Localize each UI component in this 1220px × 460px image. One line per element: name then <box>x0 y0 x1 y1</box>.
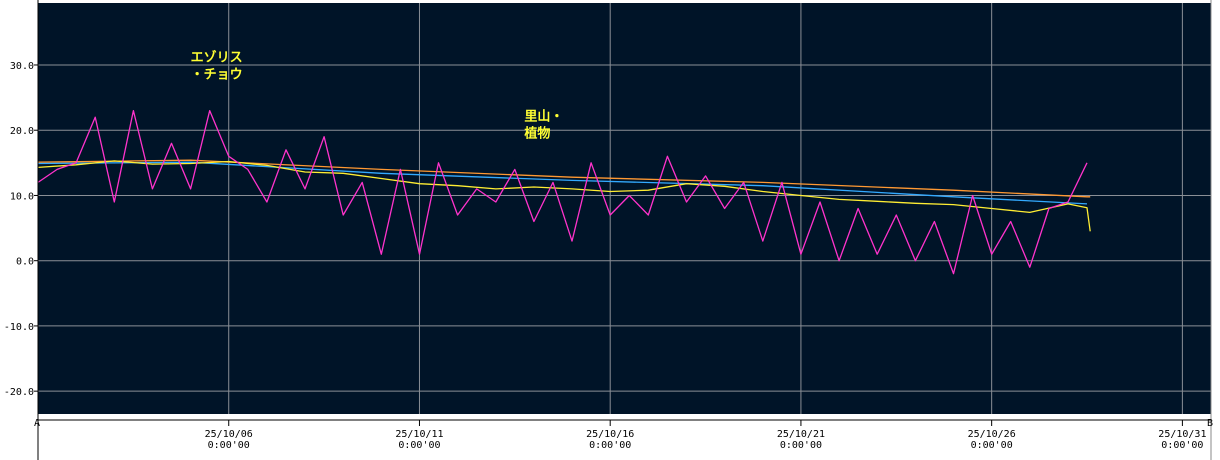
annotation-1-line-2: ・チョウ <box>191 68 243 83</box>
y-tick-label: 10.0 <box>10 191 34 202</box>
x-tick-time: 0:00'00 <box>398 440 440 451</box>
x-tick-time: 0:00'00 <box>971 440 1013 451</box>
x-tick-date: 25/10/16 <box>586 429 634 440</box>
x-tick-time: 0:00'00 <box>780 440 822 451</box>
annotation-1-line-1: エゾリス <box>191 50 243 66</box>
corner-label-right: B <box>1207 418 1213 429</box>
x-tick-date: 25/10/11 <box>395 429 443 440</box>
y-tick-label: 30.0 <box>10 61 34 72</box>
x-tick-time: 0:00'00 <box>208 440 250 451</box>
series-group <box>37 109 1091 275</box>
x-tick-date: 25/10/06 <box>205 429 253 440</box>
x-tick-time: 0:00'00 <box>589 440 631 451</box>
series-line-2 <box>37 161 1088 205</box>
y-tick-label: -10.0 <box>4 322 34 333</box>
annotation-2-line-1: 里山・ <box>524 108 563 124</box>
y-tick-label: -20.0 <box>4 387 34 398</box>
x-axis-ticks: 25/10/060:00'0025/10/110:00'0025/10/160:… <box>205 420 1206 451</box>
corner-label-left: A <box>34 418 40 429</box>
plot-background <box>38 3 1211 414</box>
series-line-3 <box>37 160 1091 232</box>
series-line-4 <box>37 109 1088 275</box>
x-tick-date: 25/10/31 <box>1158 429 1206 440</box>
y-axis-ticks: 30.0 20.0 10.0 0.0 -10.0 -20.0 <box>4 61 38 398</box>
x-tick-date: 25/10/26 <box>968 429 1016 440</box>
annotation-2-line-2: 植物 <box>523 125 550 141</box>
y-tick-label: 20.0 <box>10 126 34 137</box>
x-tick-date: 25/10/21 <box>777 429 825 440</box>
y-tick-label: 0.0 <box>16 257 34 268</box>
x-tick-time: 0:00'00 <box>1161 440 1203 451</box>
